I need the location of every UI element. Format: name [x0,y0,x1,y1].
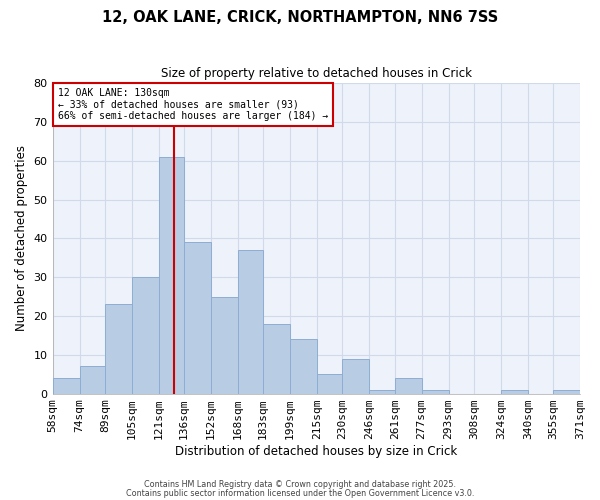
Title: Size of property relative to detached houses in Crick: Size of property relative to detached ho… [161,68,472,80]
Bar [290,339,317,394]
Bar [132,277,159,394]
Y-axis label: Number of detached properties: Number of detached properties [15,146,28,332]
Text: Contains HM Land Registry data © Crown copyright and database right 2025.: Contains HM Land Registry data © Crown c… [144,480,456,489]
Bar [53,378,80,394]
Bar [263,324,290,394]
Bar [501,390,528,394]
Bar [105,304,132,394]
Bar [553,390,580,394]
Bar [422,390,449,394]
Bar [317,374,343,394]
Bar [395,378,422,394]
Text: Contains public sector information licensed under the Open Government Licence v3: Contains public sector information licen… [126,489,474,498]
Text: 12 OAK LANE: 130sqm
← 33% of detached houses are smaller (93)
66% of semi-detach: 12 OAK LANE: 130sqm ← 33% of detached ho… [58,88,328,121]
Bar [370,390,395,394]
Bar [80,366,105,394]
Bar [184,242,211,394]
Text: 12, OAK LANE, CRICK, NORTHAMPTON, NN6 7SS: 12, OAK LANE, CRICK, NORTHAMPTON, NN6 7S… [102,10,498,25]
Bar [159,157,184,394]
Bar [211,296,238,394]
Bar [343,358,370,394]
Bar [238,250,263,394]
X-axis label: Distribution of detached houses by size in Crick: Distribution of detached houses by size … [175,444,457,458]
